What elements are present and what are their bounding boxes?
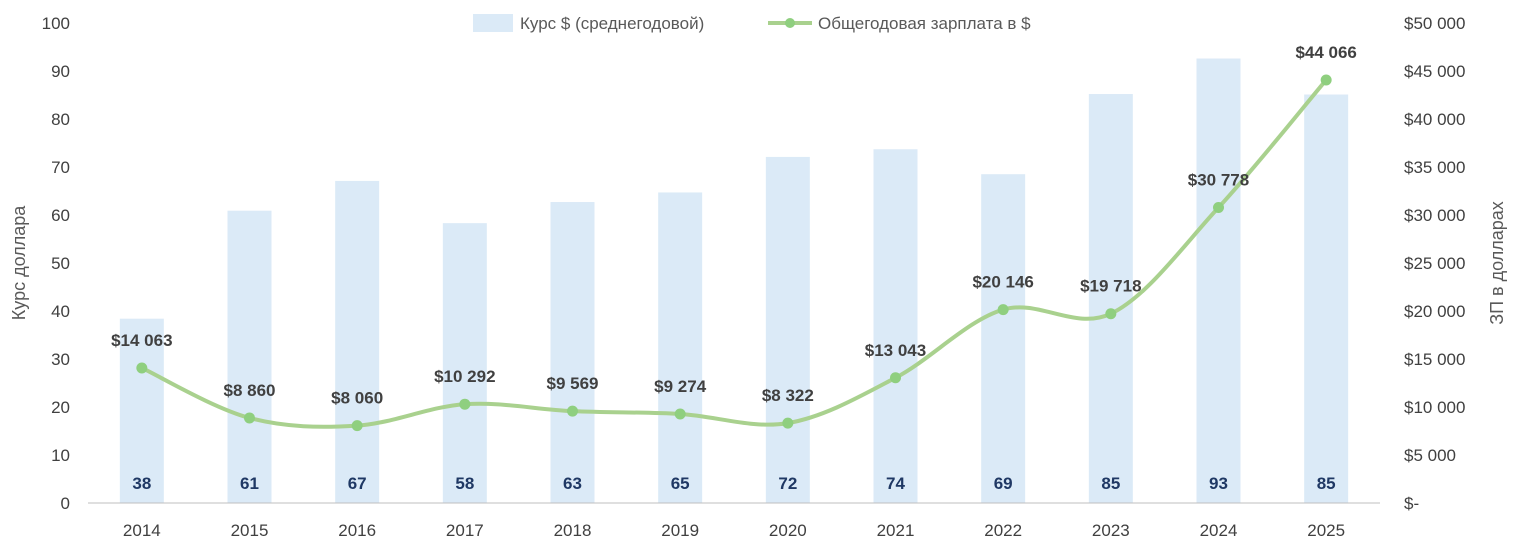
salary-value-label: $44 066 — [1295, 43, 1356, 62]
x-tick-label: 2017 — [446, 521, 484, 540]
x-tick-label: 2025 — [1307, 521, 1345, 540]
bar-value-label: 69 — [994, 474, 1013, 493]
y-left-tick-label: 80 — [51, 110, 70, 129]
salary-point-2019 — [674, 408, 686, 420]
bar-value-label: 74 — [886, 474, 905, 493]
x-tick-label: 2021 — [877, 521, 915, 540]
bar-2017 — [442, 223, 487, 503]
legend-bar-label: Курс $ (среднегодовой) — [520, 14, 704, 33]
bar-2021 — [873, 149, 918, 504]
salary-value-label: $30 778 — [1188, 171, 1249, 190]
bar-value-label: 72 — [778, 474, 797, 493]
y-left-axis-title: Курс доллара — [9, 205, 29, 320]
salary-point-2021 — [890, 372, 901, 384]
y-right-tick-label: $10 000 — [1404, 398, 1465, 417]
salary-point-2020 — [782, 417, 794, 429]
bar-2022 — [981, 174, 1026, 503]
bar-value-label: 61 — [240, 474, 259, 493]
x-tick-label: 2016 — [338, 521, 376, 540]
salary-value-label: $10 292 — [434, 367, 495, 386]
bar-2025 — [1304, 94, 1349, 504]
legend: Курс $ (среднегодовой) Общегодовая зарпл… — [473, 14, 1031, 33]
y-left-tick-label: 60 — [51, 206, 70, 225]
salary-value-label: $9 274 — [654, 377, 707, 396]
bar-2015 — [227, 210, 272, 503]
y-right-tick-label: $35 000 — [1404, 158, 1465, 177]
x-tick-label: 2024 — [1200, 521, 1238, 540]
y-right-tick-label: $- — [1404, 494, 1419, 513]
y-right-tick-label: $20 000 — [1404, 302, 1465, 321]
bar-value-label: 38 — [132, 474, 151, 493]
y-left-tick-label: 50 — [51, 254, 70, 273]
bar-value-label: 93 — [1209, 474, 1228, 493]
y-left-tick-label: 70 — [51, 158, 70, 177]
salary-value-label: $13 043 — [865, 341, 926, 360]
bar-value-label: 63 — [563, 474, 582, 493]
y-right-tick-label: $30 000 — [1404, 206, 1465, 225]
legend-line-label: Общегодовая зарплата в $ — [818, 14, 1031, 33]
salary-point-2016 — [351, 420, 363, 432]
bar-value-label: 65 — [671, 474, 690, 493]
salary-line — [139, 77, 1329, 429]
y-left-tick-label: 90 — [51, 62, 70, 81]
y-right-tick-label: $45 000 — [1404, 62, 1465, 81]
y-right-tick-label: $50 000 — [1404, 14, 1465, 33]
y-left-tick-label: 20 — [51, 398, 70, 417]
salary-point-2014 — [136, 362, 148, 374]
y-left-tick-label: 100 — [42, 14, 70, 33]
bar-2020 — [765, 156, 810, 504]
legend-line-marker — [785, 18, 795, 28]
salary-value-label: $8 860 — [224, 381, 276, 400]
bar-2024 — [1196, 58, 1241, 504]
y-right-axis-title: ЗП в долларах — [1487, 201, 1507, 325]
salary-value-label: $19 718 — [1080, 277, 1141, 296]
bar-2014 — [119, 318, 164, 503]
salary-value-label: $8 322 — [762, 386, 814, 405]
salary-value-label: $20 146 — [972, 273, 1033, 292]
salary-point-2017 — [459, 398, 471, 410]
y-left-tick-label: 10 — [51, 446, 70, 465]
y-left-tick-label: 30 — [51, 350, 70, 369]
x-tick-label: 2018 — [554, 521, 592, 540]
bar-2019 — [658, 192, 703, 503]
salary-point-2025 — [1320, 74, 1332, 86]
x-tick-label: 2022 — [984, 521, 1022, 540]
y-right-tick-label: $25 000 — [1404, 254, 1465, 273]
bar-2016 — [335, 180, 380, 504]
bar-value-label: 67 — [348, 474, 367, 493]
bar-value-label: 85 — [1101, 474, 1120, 493]
y-right-tick-label: $15 000 — [1404, 350, 1465, 369]
bar-2018 — [550, 202, 595, 504]
salary-value-label: $9 569 — [547, 374, 599, 393]
salary-point-2024 — [1213, 202, 1224, 214]
x-tick-label: 2019 — [661, 521, 699, 540]
salary-point-2018 — [567, 405, 578, 417]
y-right-tick-label: $5 000 — [1404, 446, 1456, 465]
y-left-tick-label: 0 — [61, 494, 70, 513]
salary-value-label: $14 063 — [111, 331, 172, 350]
legend-bar-swatch — [473, 14, 513, 32]
bar-2023 — [1088, 94, 1133, 503]
bar-value-label: 85 — [1317, 474, 1336, 493]
y-right-tick-label: $40 000 — [1404, 110, 1465, 129]
salary-point-2022 — [997, 304, 1009, 316]
salary-value-label: $8 060 — [331, 389, 383, 408]
x-tick-label: 2015 — [231, 521, 269, 540]
x-tick-label: 2020 — [769, 521, 807, 540]
salary-point-2023 — [1105, 308, 1117, 320]
x-tick-label: 2014 — [123, 521, 161, 540]
x-tick-label: 2023 — [1092, 521, 1130, 540]
y-left-tick-label: 40 — [51, 302, 70, 321]
salary-point-2015 — [244, 412, 255, 424]
bar-value-label: 58 — [455, 474, 474, 493]
